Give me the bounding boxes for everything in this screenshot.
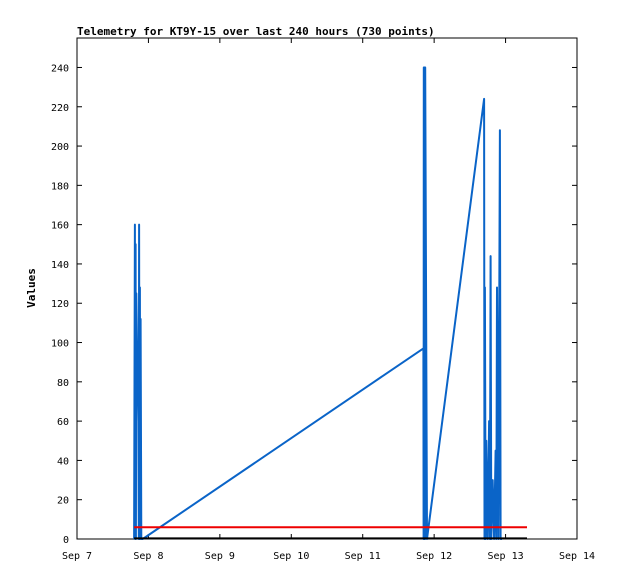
- y-tick-label: 240: [51, 63, 69, 74]
- y-tick-label: 100: [51, 339, 69, 350]
- y-tick-label: 200: [51, 142, 69, 153]
- x-tick-label: Sep 7: [62, 551, 92, 562]
- y-tick-label: 40: [57, 456, 69, 467]
- y-tick-label: 120: [51, 299, 69, 310]
- x-tick-label: Sep 11: [345, 551, 381, 562]
- y-axis-label: Values: [25, 268, 38, 308]
- series-group: [133, 66, 527, 540]
- y-tick-label: 140: [51, 260, 69, 271]
- y-tick-label: 80: [57, 378, 69, 389]
- x-tick-label: Sep 10: [273, 551, 309, 562]
- x-tick-label: Sep 12: [416, 551, 452, 562]
- y-tick-label: 0: [63, 535, 69, 546]
- chart-title: Telemetry for KT9Y-15 over last 240 hour…: [77, 25, 435, 38]
- plot-area: [76, 37, 578, 540]
- x-tick-label: Sep 9: [205, 551, 235, 562]
- x-tick-label: Sep 8: [133, 551, 163, 562]
- series-line-1: [133, 66, 502, 540]
- y-axis: 0 20 40 60 80 100 120 140 160 180 200 220 240: [51, 63, 577, 546]
- y-tick-label: 180: [51, 181, 69, 192]
- x-axis: Sep 7 Sep 8 Sep 9 Sep 10 Sep 11 Sep 12 Sep 13 S…: [62, 38, 595, 562]
- y-tick-label: 160: [51, 221, 69, 232]
- y-tick-label: 220: [51, 103, 69, 114]
- y-tick-label: 20: [57, 496, 69, 507]
- y-tick-label: 60: [57, 417, 69, 428]
- x-tick-label: Sep 13: [488, 551, 524, 562]
- x-tick-label: Sep 14: [559, 551, 595, 562]
